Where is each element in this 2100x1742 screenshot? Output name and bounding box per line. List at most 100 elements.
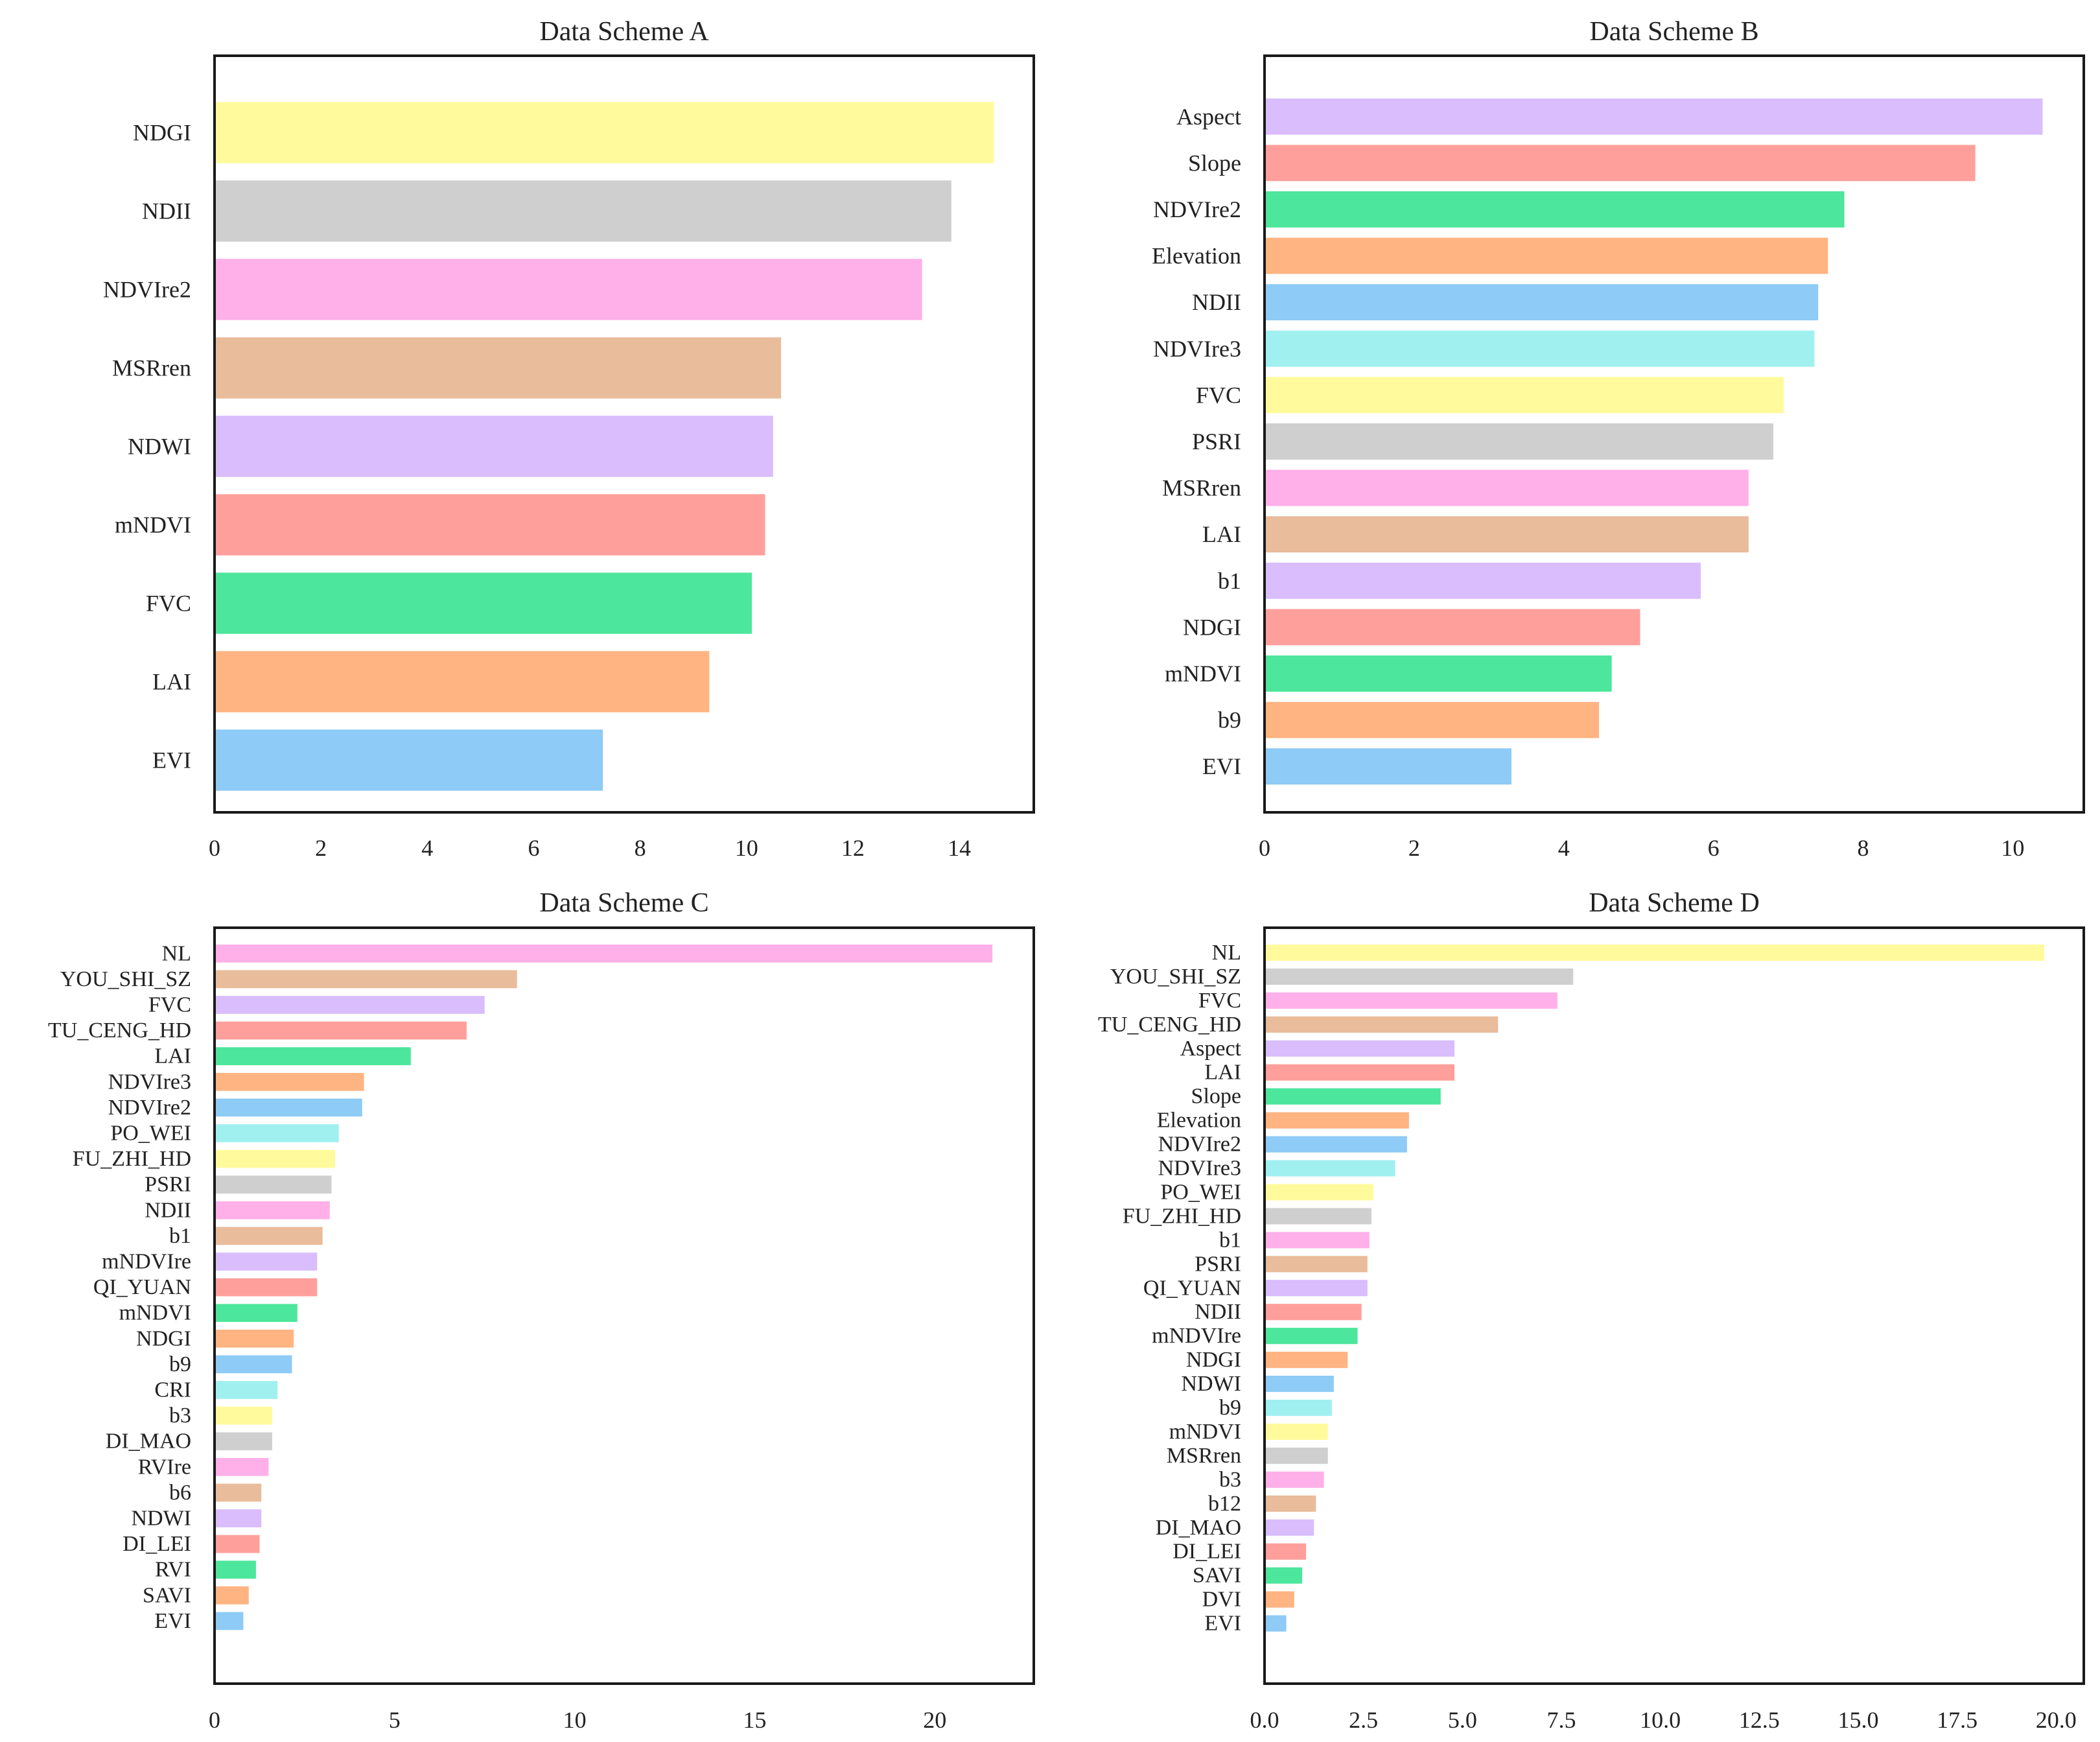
bar-you-shi-sz [1265,968,1574,985]
bar-you-shi-sz [215,970,517,989]
bar-di-lei [1265,1543,1307,1560]
category-label: NL [162,941,191,965]
category-label: PSRI [145,1173,191,1197]
category-label: NDII [1192,289,1241,315]
category-label: QI_YUAN [1143,1276,1241,1300]
bar-qi-yuan [215,1278,318,1297]
category-label: LAI [1204,1061,1241,1085]
bar-tu-ceng-hd [215,1021,467,1040]
x-tick-label: 4 [421,835,433,861]
x-tick-label: 8 [1857,835,1869,861]
category-label: Elevation [1157,1109,1241,1133]
category-label: FVC [1198,989,1241,1013]
x-tick-label: 15 [743,1707,766,1733]
bar-psri [1265,1256,1368,1273]
bar-b1 [215,1227,323,1245]
bar-ndii [215,1201,330,1219]
category-label: mNDVI [119,1301,191,1325]
bar-fvc [1265,377,1784,414]
x-tick-label: 4 [1558,835,1570,861]
category-label: DI_LEI [122,1532,191,1556]
bar-lai [1265,1064,1455,1081]
bar-savi [215,1586,249,1605]
bar-rvire [215,1457,269,1476]
category-label: FVC [1196,382,1241,408]
bar-evi [215,1612,244,1630]
bar-elevation [1265,237,1828,274]
x-tick-label: 2.5 [1349,1707,1378,1733]
bar-rvi [215,1560,256,1579]
x-tick-label: 6 [528,835,539,861]
panel-b: Data Scheme B EVI b9 mNDVI NDGI b1 LAI MSRren PS… [1152,17,2085,861]
bar-b3 [1265,1471,1324,1488]
bar-msrren [1265,469,1749,506]
bar-b6 [215,1483,262,1502]
category-label: NDVIre3 [1153,336,1241,362]
category-label: NDWI [1181,1372,1241,1396]
category-label: NDGI [1183,614,1241,640]
category-label: NDGI [1186,1348,1241,1372]
bar-fvc [215,572,752,634]
bar-evi [1265,1615,1287,1632]
x-tick-label: 2 [1408,835,1420,861]
x-tick-label: 15.0 [1838,1707,1878,1733]
bar-po-wei [215,1124,339,1142]
bar-evi [215,729,603,791]
bar-aspect [1265,98,2043,135]
x-tick-label: 8 [635,835,646,861]
panel-title: Data Scheme C [539,888,708,918]
category-label: PSRI [1192,429,1241,454]
category-label: FU_ZHI_HD [1123,1204,1241,1228]
bar-ndvire3 [215,1072,364,1091]
category-label: RVIre [138,1455,191,1479]
category-label: mNDVI [115,512,191,538]
bar-aspect [1265,1040,1455,1057]
bar-slope [1265,145,1976,182]
category-label: NDVIre3 [108,1070,191,1094]
bar-lai [1265,516,1749,553]
x-tick-label: 0.0 [1250,1707,1279,1733]
category-label: b1 [1219,1228,1241,1252]
bar-di-lei [215,1535,260,1553]
category-label: NDVIre3 [1158,1157,1241,1181]
x-tick-label: 14 [948,835,971,861]
bar-ndvire3 [1265,330,1815,367]
category-label: b9 [1218,707,1241,733]
bar-ndgi [215,1329,294,1348]
category-label: Elevation [1152,243,1241,269]
category-label: EVI [1202,753,1241,779]
bar-msrren [215,337,782,399]
category-label: NL [1212,941,1241,965]
category-label: b9 [1219,1396,1241,1420]
bar-mndvire [215,1253,318,1271]
category-label: MSRren [1167,1444,1241,1468]
bar-b1 [1265,1232,1370,1249]
category-label: b3 [169,1404,191,1428]
bar-nl [215,944,993,963]
bar-lai [215,1047,411,1066]
category-label: DI_MAO [106,1430,191,1454]
category-label: mNDVIre [102,1250,191,1274]
x-tick-label: 20 [923,1707,946,1733]
category-label: NDII [145,1198,191,1222]
category-label: NDII [142,198,191,224]
panel-title: Data Scheme D [1589,888,1760,918]
category-label: Aspect [1176,104,1241,130]
bar-qi-yuan [1265,1280,1368,1297]
bar-savi [1265,1567,1303,1584]
panel-title: Data Scheme B [1589,17,1758,47]
category-label: LAI [154,1044,191,1068]
bar-mndvire [1265,1328,1358,1345]
x-tick-label: 10 [735,835,758,861]
category-label: b1 [1218,568,1241,594]
category-label: TU_CENG_HD [48,1018,191,1042]
bar-fvc [1265,992,1558,1009]
bar-dvi [1265,1591,1294,1608]
category-label: EVI [1204,1612,1241,1636]
category-label: DI_MAO [1156,1516,1241,1540]
bar-ndii [1265,1304,1362,1321]
x-tick-label: 0 [1259,835,1270,861]
category-label: SAVI [143,1583,191,1607]
bar-ndwi [215,1509,262,1527]
